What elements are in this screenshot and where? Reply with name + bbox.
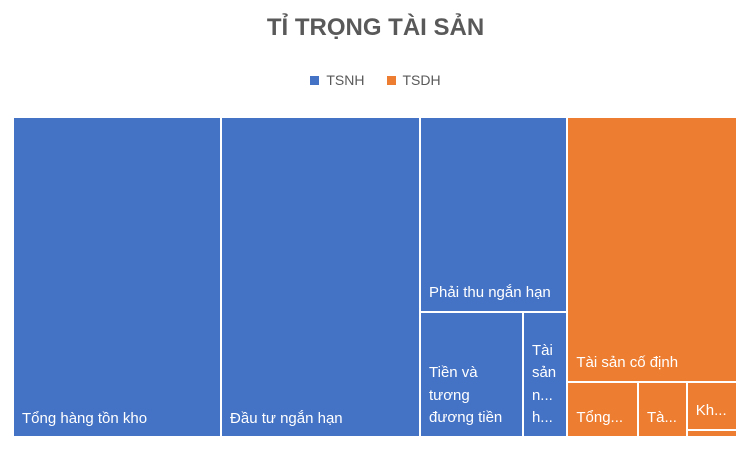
treemap-cell (687, 430, 736, 436)
cell-label: Tổng hàng tồn kho (22, 409, 148, 427)
legend-label: TSDH (402, 72, 441, 88)
legend-item: TSNH (310, 72, 365, 88)
cell-label: Đầu tư ngắn hạn (230, 409, 343, 427)
treemap-cell: Kh... (687, 382, 736, 429)
chart-title: TỈ TRỌNG TÀI SẢN (266, 14, 485, 41)
treemap-cell: Đầu tư ngắn hạn (222, 118, 419, 436)
treemap-cell: Tiền và tương đương tiền (421, 312, 522, 436)
legend-swatch (386, 75, 396, 85)
treemap-cell: Tài sản cố định (568, 118, 736, 381)
legend-label: TSNH (326, 72, 365, 88)
legend-item: TSDH (386, 72, 441, 88)
cell-label: Tổng... (576, 409, 624, 427)
cell-label: Tài sản cố định (576, 354, 679, 372)
treemap-cell: Phải thu ngắn hạn (421, 118, 567, 311)
treemap-cell: Tổng... (568, 382, 637, 436)
cell-label: Phải thu ngắn hạn (429, 284, 551, 302)
treemap-cell: Tài sản n... h... (523, 312, 567, 436)
cell-label: Kh... (695, 402, 727, 420)
cell-label: Tiền và tương đương tiền (429, 364, 503, 427)
cell-label: Tài sản n... h... (531, 341, 557, 427)
legend-swatch (310, 75, 320, 85)
legend: TSNH TSDH (0, 72, 751, 88)
treemap-cell: Tà... (638, 382, 686, 436)
cell-label: Tà... (646, 409, 677, 427)
treemap-cell: Tổng hàng tồn kho (14, 118, 221, 436)
